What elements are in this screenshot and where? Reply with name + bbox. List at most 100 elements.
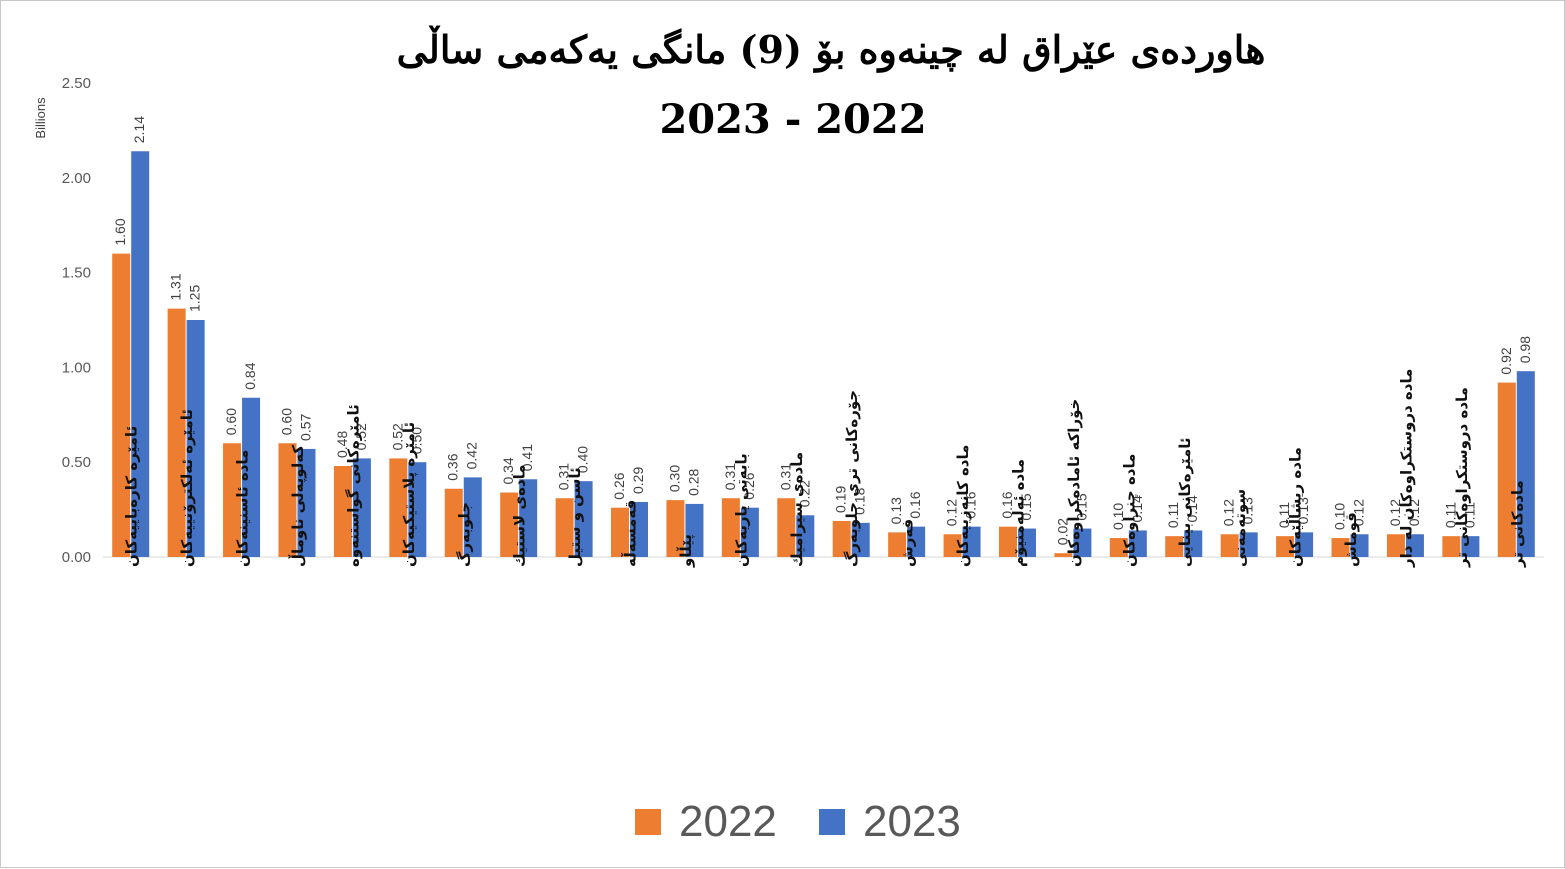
data-label-2023-20: 0.13 [1240, 497, 1256, 524]
data-label-2023-22: 0.12 [1351, 499, 1367, 526]
category-label: مادە کانەزییەکان [954, 445, 972, 567]
category-labels-group: ئامێرە کارەباییەکان ئامێرە ئەلکترۆنییەکان… [123, 369, 1527, 568]
bar-2022-0 [112, 253, 131, 557]
category-label: مادە دروستکراوەکان لە دار [1397, 369, 1415, 568]
bar-2022-2 [223, 443, 242, 557]
data-label-2022-2: 0.60 [223, 408, 239, 435]
data-label-2023-15: 0.16 [963, 491, 979, 518]
category-label: فەرش [899, 519, 917, 567]
bar-2022-20 [1220, 534, 1239, 557]
data-label-2022-14: 0.13 [888, 497, 904, 524]
legend-swatch-2022 [635, 809, 661, 835]
data-label-2022-21: 0.11 [1276, 502, 1292, 528]
bar-2022-22 [1331, 538, 1350, 557]
bar-2023-1 [186, 320, 205, 557]
bar-2023-12 [796, 515, 815, 557]
data-label-2022-0: 1.60 [112, 218, 128, 245]
bar-2023-21 [1295, 532, 1314, 557]
data-label-2023-13: 0.18 [852, 487, 868, 514]
bar-2022-19 [1165, 536, 1184, 557]
bar-2023-6 [463, 477, 482, 557]
data-label-2022-24: 0.11 [1442, 502, 1458, 528]
data-label-2023-7: 0.41 [519, 444, 535, 471]
category-label: خۆراکە ئامادەکراوەکان [1065, 399, 1083, 567]
y-axis-label: Billions [33, 97, 48, 139]
data-label-2023-9: 0.29 [630, 467, 646, 494]
bar-2023-16 [1017, 528, 1036, 557]
category-label: ئامێرەکانی گواستنەوە [344, 404, 362, 567]
data-label-2022-3: 0.60 [278, 408, 294, 435]
data-label-2022-25: 0.92 [1498, 347, 1514, 374]
data-label-2022-17: 0.02 [1054, 518, 1070, 545]
bar-2023-5 [408, 462, 427, 557]
bar-2022-15 [943, 534, 962, 557]
data-label-2023-1: 1.25 [187, 285, 203, 312]
category-label: مادە دروستکراوەکانی تر [1453, 387, 1471, 568]
data-label-2023-25: 0.98 [1517, 336, 1533, 363]
bar-2023-14 [907, 526, 926, 557]
category-label: پێڵاو [676, 534, 696, 568]
bar-2023-7 [519, 479, 538, 557]
data-label-2022-16: 0.16 [999, 491, 1015, 518]
data-label-2022-11: 0.31 [722, 463, 738, 490]
bar-2023-19 [1184, 530, 1203, 557]
category-label: مادە ئاسنینەکان [234, 450, 252, 567]
data-label-2023-23: 0.12 [1406, 499, 1422, 526]
category-label: مادە ریشاڵێەکان [1286, 447, 1305, 567]
data-label-2023-8: 0.40 [575, 446, 591, 473]
category-label: جۆرەکانی تری جلوبەرگ [843, 390, 861, 567]
data-label-2023-0: 2.14 [131, 116, 147, 143]
data-label-2022-7: 0.34 [500, 457, 516, 484]
data-labels-group: 1.602.141.31 1.250.600.840.60 0.570.48 0.52… [112, 116, 1533, 545]
bar-2023-23 [1405, 534, 1424, 557]
bar-2022-16 [998, 526, 1017, 557]
category-label: قوماش [1342, 512, 1360, 567]
bar-2022-17 [1054, 553, 1073, 557]
bar-2023-18 [1128, 530, 1147, 557]
bar-2023-0 [131, 151, 150, 558]
data-label-2022-23: 0.12 [1387, 499, 1403, 526]
data-label-2023-17: 0.15 [1073, 493, 1089, 520]
category-label: مادەکانی تر [1508, 480, 1526, 568]
legend-label-2022: 2022 [679, 797, 777, 846]
data-label-2023-11: 0.26 [741, 472, 757, 499]
data-label-2022-13: 0.19 [833, 486, 849, 513]
category-label: مادە چنراوەکان [1120, 454, 1139, 567]
bar-2022-11 [721, 498, 740, 557]
category-label: مادەی سیرامیك [788, 452, 806, 567]
bar-2023-13 [851, 522, 870, 557]
y-axis-ticks: 0.00 0.50 1.00 1.50 2.00 2.50 [62, 75, 91, 566]
bar-2022-25 [1497, 382, 1516, 557]
bar-2022-18 [1109, 538, 1128, 557]
category-label: سوتەمەنی [1231, 489, 1249, 567]
bar-2022-14 [888, 532, 907, 557]
bar-2023-10 [685, 503, 704, 557]
category-label: قەمسەڵە [621, 500, 640, 567]
legend: 2022 2023 [635, 797, 961, 846]
data-label-2023-2: 0.84 [242, 362, 258, 389]
data-label-2022-19: 0.11 [1165, 502, 1181, 528]
y-tick-label: 1.50 [62, 265, 91, 282]
category-label: کەلوپەلی ناوماڵ [289, 445, 308, 567]
legend-label-2023: 2023 [863, 797, 961, 846]
bar-2023-4 [352, 458, 371, 557]
data-label-2022-4: 0.48 [334, 431, 350, 458]
bar-2022-12 [777, 498, 796, 557]
data-label-2022-12: 0.31 [777, 463, 793, 490]
data-label-2023-24: 0.11 [1461, 502, 1477, 528]
bar-2023-20 [1239, 532, 1258, 557]
bar-2022-6 [444, 488, 463, 557]
category-label: ئامێرە ئەلکترۆنییەکان [178, 409, 196, 567]
bar-2022-13 [832, 520, 851, 557]
data-label-2023-12: 0.22 [796, 480, 812, 507]
category-label: ئامێرە پلاستیکیەکان [400, 422, 419, 567]
bar-2023-24 [1461, 536, 1480, 557]
category-label: مادە ئەلەمنیۆم [1009, 459, 1027, 567]
bar-2023-22 [1350, 534, 1369, 557]
data-label-2023-5: 0.50 [408, 427, 424, 454]
data-label-2023-18: 0.14 [1129, 495, 1145, 522]
y-tick-label: 0.50 [62, 454, 91, 471]
data-label-2023-21: 0.13 [1295, 497, 1311, 524]
bar-2023-9 [630, 502, 649, 557]
